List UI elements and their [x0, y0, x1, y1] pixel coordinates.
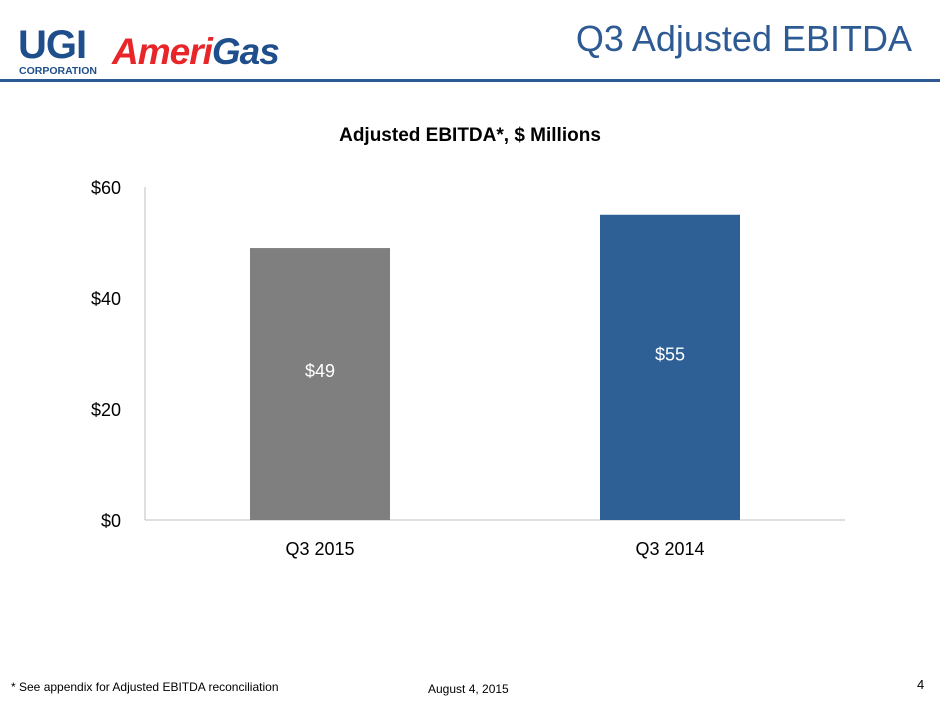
footnote: * See appendix for Adjusted EBITDA recon…	[11, 680, 279, 694]
y-tick-label: $40	[91, 289, 121, 309]
x-tick-label: Q3 2015	[285, 539, 354, 559]
header-divider	[0, 79, 940, 82]
bar-q3-2015	[250, 248, 390, 521]
y-tick-label: $0	[101, 511, 121, 531]
logo-ameri-text: Ameri	[111, 31, 214, 72]
y-tick-label: $60	[91, 178, 121, 198]
logo-brand-text: AmeriGas	[111, 31, 279, 72]
y-tick-label: $20	[91, 400, 121, 420]
ugi-amerigas-logo: UGI CORPORATION AmeriGas	[18, 23, 280, 77]
slide-title: Q3 Adjusted EBITDA	[575, 18, 912, 59]
x-tick-label: Q3 2014	[635, 539, 704, 559]
bar-q3-2014	[600, 214, 740, 520]
logo-ugi-text: UGI	[18, 23, 86, 67]
slide-date: August 4, 2015	[428, 682, 509, 696]
page-number: 4	[917, 677, 925, 692]
bar-value-label: $55	[655, 344, 685, 364]
bar-value-label: $49	[305, 361, 335, 381]
chart-title: Adjusted EBITDA*, $ Millions	[339, 125, 601, 146]
logo-gas-text: Gas	[212, 31, 279, 72]
logo-corporation-text: CORPORATION	[19, 65, 97, 77]
